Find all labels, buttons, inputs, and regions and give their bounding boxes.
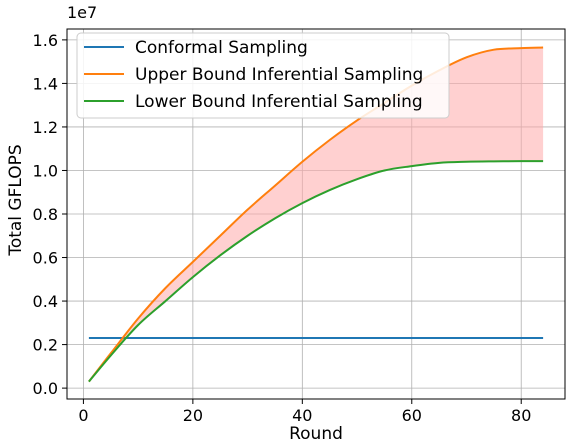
y-tick-label: 0.4	[33, 292, 58, 311]
x-tick-label: 40	[292, 406, 312, 425]
legend-label-conformal: Conformal Sampling	[135, 38, 308, 58]
y-axis-label: Total GFLOPS	[6, 144, 26, 256]
y-tick-label: 1.6	[33, 31, 58, 50]
x-tick-label: 80	[511, 406, 531, 425]
y-tick-label: 0.6	[33, 249, 58, 268]
y-tick-label: 0.8	[33, 205, 58, 224]
y-tick-label: 0.0	[33, 379, 58, 398]
legend-label-lower-bound: Lower Bound Inferential Sampling	[135, 92, 423, 112]
y-tick-label: 0.2	[33, 336, 58, 355]
legend-box	[76, 32, 450, 119]
legend: Conformal Sampling Upper Bound Inferenti…	[76, 32, 450, 119]
legend-label-upper-bound: Upper Bound Inferential Sampling	[135, 65, 423, 85]
series-layer	[88, 46, 544, 383]
x-axis-label: Round	[289, 424, 343, 444]
fill-between-layer	[88, 47, 544, 382]
x-tick-label: 0	[78, 406, 88, 425]
series-line-upper-bound	[88, 46, 544, 383]
x-tick-label: 60	[402, 406, 422, 425]
y-tick-label: 1.4	[33, 74, 58, 93]
series-line-lower-bound	[88, 160, 544, 383]
y-tick-label: 1.0	[33, 161, 58, 180]
y-tick-label: 1.2	[33, 118, 58, 137]
fill-between-area	[88, 47, 544, 382]
tick-layer: 0 20 40 60 80 0.0 0.2 0.4 0.6 0.8 1.0 1.2 1.4 1.6	[33, 31, 532, 425]
y-offset-label: 1e7	[67, 3, 97, 22]
x-tick-label: 20	[183, 406, 203, 425]
